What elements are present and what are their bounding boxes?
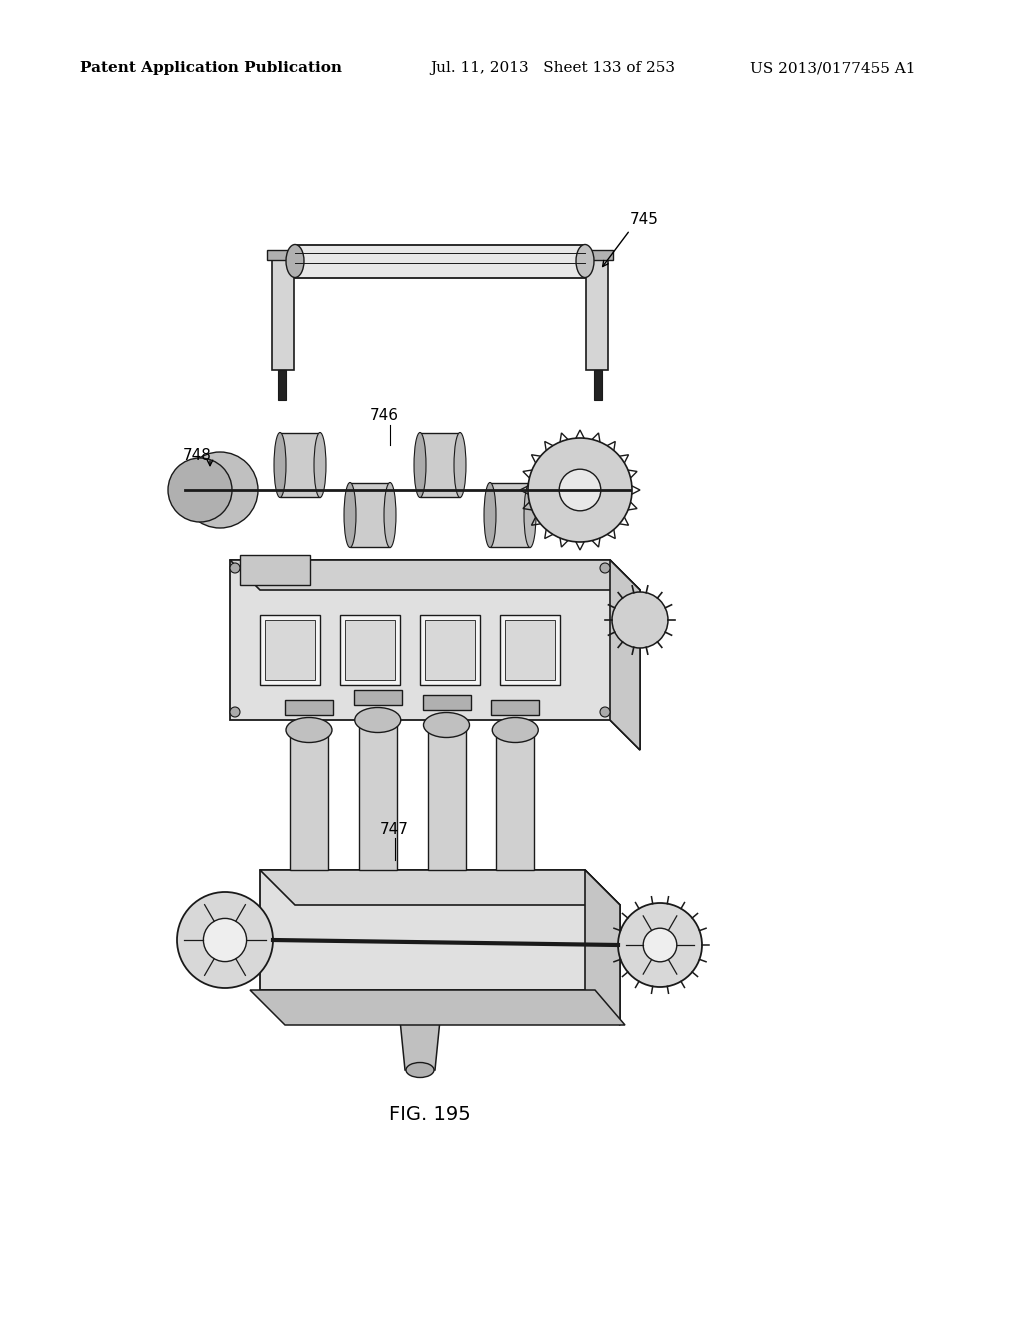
Text: 747: 747 [380, 822, 409, 837]
Bar [353, 690, 401, 705]
Bar [427, 725, 466, 870]
Ellipse shape [314, 433, 326, 498]
Bar [497, 730, 535, 870]
Polygon shape [295, 246, 585, 279]
Polygon shape [230, 560, 640, 590]
Polygon shape [280, 433, 319, 498]
Bar [278, 370, 286, 400]
Circle shape [559, 469, 601, 511]
Bar [358, 719, 396, 870]
Polygon shape [500, 615, 560, 685]
Polygon shape [260, 870, 620, 906]
Polygon shape [420, 433, 460, 498]
Polygon shape [420, 615, 480, 685]
Bar [423, 696, 470, 710]
Polygon shape [400, 1020, 440, 1071]
Circle shape [528, 438, 632, 543]
Polygon shape [505, 620, 555, 680]
Ellipse shape [344, 483, 356, 548]
Ellipse shape [286, 718, 332, 742]
Bar [285, 700, 333, 715]
Polygon shape [240, 554, 310, 585]
Circle shape [643, 928, 677, 962]
Circle shape [204, 919, 247, 961]
Circle shape [618, 903, 702, 987]
Polygon shape [260, 870, 620, 1026]
Ellipse shape [286, 244, 304, 277]
Bar [594, 370, 602, 400]
Circle shape [230, 708, 240, 717]
Polygon shape [610, 560, 640, 750]
Ellipse shape [575, 244, 594, 277]
Ellipse shape [424, 713, 469, 738]
Circle shape [600, 708, 610, 717]
Circle shape [612, 591, 668, 648]
Polygon shape [581, 249, 613, 260]
Polygon shape [345, 620, 395, 680]
Polygon shape [250, 990, 625, 1026]
Text: 746: 746 [370, 408, 399, 422]
Circle shape [600, 564, 610, 573]
Bar [290, 730, 328, 870]
Circle shape [230, 564, 240, 573]
Ellipse shape [406, 1063, 434, 1077]
Polygon shape [425, 620, 475, 680]
Circle shape [182, 451, 258, 528]
Polygon shape [340, 615, 400, 685]
Bar [492, 700, 540, 715]
Ellipse shape [454, 433, 466, 498]
Text: FIG. 195: FIG. 195 [389, 1106, 471, 1125]
Ellipse shape [384, 483, 396, 548]
Polygon shape [272, 260, 294, 370]
Polygon shape [490, 483, 530, 546]
Text: Patent Application Publication: Patent Application Publication [80, 61, 342, 75]
Circle shape [168, 458, 232, 521]
Polygon shape [586, 260, 608, 370]
Text: 748: 748 [183, 447, 212, 462]
Ellipse shape [484, 483, 496, 548]
Polygon shape [267, 249, 299, 260]
Polygon shape [585, 870, 620, 1026]
Ellipse shape [274, 433, 286, 498]
Text: US 2013/0177455 A1: US 2013/0177455 A1 [750, 61, 915, 75]
Polygon shape [265, 620, 315, 680]
Ellipse shape [414, 433, 426, 498]
Ellipse shape [354, 708, 400, 733]
Ellipse shape [524, 483, 536, 548]
Ellipse shape [493, 718, 539, 742]
Polygon shape [230, 560, 640, 750]
Circle shape [177, 892, 273, 987]
Text: 745: 745 [630, 213, 658, 227]
Polygon shape [260, 615, 319, 685]
Text: Jul. 11, 2013   Sheet 133 of 253: Jul. 11, 2013 Sheet 133 of 253 [430, 61, 675, 75]
Polygon shape [350, 483, 390, 546]
